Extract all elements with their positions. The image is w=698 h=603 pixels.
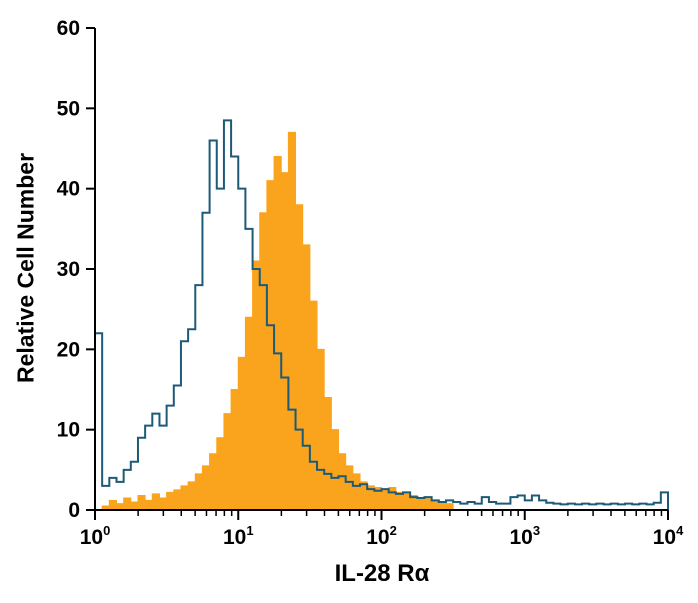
x-tick-label: 101 (223, 523, 254, 549)
y-axis-ticks: 0 10 20 30 40 50 60 (57, 17, 95, 522)
series-layer (94, 119, 669, 511)
y-axis-title: Relative Cell Number (12, 152, 39, 384)
y-tick-label: 60 (57, 17, 80, 40)
y-tick-label: 0 (68, 499, 80, 522)
filled-histogram (95, 131, 668, 511)
x-axis-minor-ticks (137, 510, 663, 516)
y-tick-label: 10 (57, 419, 80, 442)
axes (94, 28, 668, 511)
x-tick-label: 100 (80, 523, 111, 549)
y-tick-label: 50 (57, 97, 80, 120)
y-tick-label: 40 (57, 178, 80, 201)
x-tick-label: 104 (653, 523, 684, 549)
x-axis-ticks: 100 101 102 103 104 (80, 510, 684, 549)
x-axis-title: IL-28 Rα (334, 560, 430, 587)
x-tick-label: 103 (509, 523, 540, 549)
open-histogram (94, 119, 669, 510)
x-tick-label: 102 (366, 523, 397, 549)
y-tick-label: 20 (57, 338, 80, 361)
y-tick-label: 30 (57, 258, 80, 281)
